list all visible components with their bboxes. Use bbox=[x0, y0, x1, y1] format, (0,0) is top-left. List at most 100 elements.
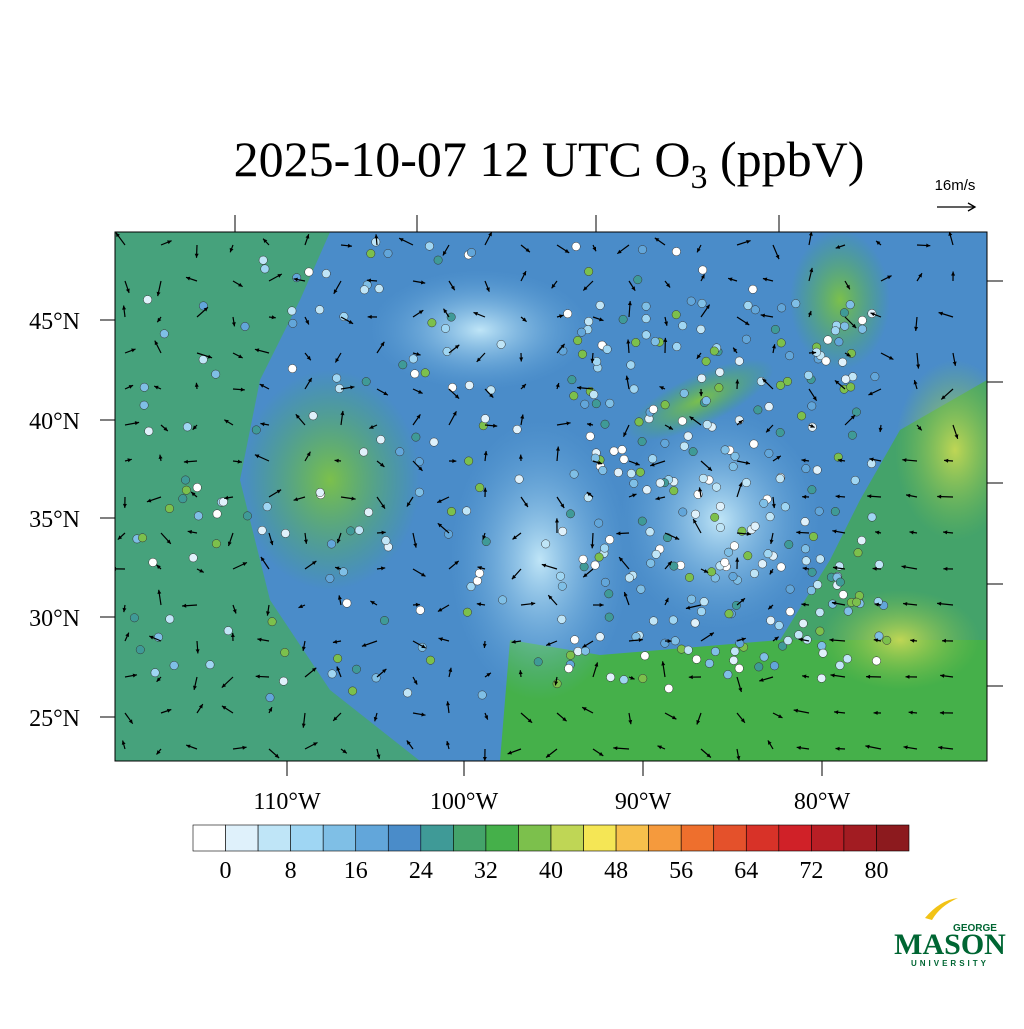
station bbox=[288, 364, 296, 372]
station bbox=[802, 557, 810, 565]
station bbox=[711, 513, 719, 521]
station bbox=[570, 392, 578, 400]
station bbox=[697, 607, 705, 615]
station bbox=[515, 475, 523, 483]
station bbox=[252, 426, 260, 434]
station bbox=[692, 655, 700, 663]
station bbox=[652, 550, 660, 558]
colorbar-tick-label: 48 bbox=[604, 858, 628, 884]
station bbox=[574, 647, 582, 655]
station bbox=[241, 322, 249, 330]
station bbox=[145, 427, 153, 435]
station bbox=[700, 598, 708, 606]
station bbox=[620, 676, 628, 684]
station bbox=[754, 406, 762, 414]
station bbox=[465, 457, 473, 465]
station bbox=[566, 510, 574, 518]
station bbox=[610, 447, 618, 455]
station bbox=[824, 336, 832, 344]
station bbox=[412, 433, 420, 441]
colorbar-swatch bbox=[844, 825, 877, 851]
station bbox=[399, 361, 407, 369]
station bbox=[707, 568, 715, 576]
station bbox=[777, 339, 785, 347]
station bbox=[703, 420, 711, 428]
station bbox=[808, 402, 816, 410]
station bbox=[678, 417, 686, 425]
station bbox=[416, 606, 424, 614]
station bbox=[478, 691, 486, 699]
station bbox=[590, 390, 598, 398]
station bbox=[619, 315, 627, 323]
colorbar-tick-label: 32 bbox=[474, 858, 498, 884]
lat-label: 35°N bbox=[29, 507, 80, 533]
logo-main: MASON bbox=[894, 928, 1006, 961]
station bbox=[574, 336, 582, 344]
station bbox=[765, 403, 773, 411]
station bbox=[606, 673, 614, 681]
northeast-high bbox=[790, 230, 890, 370]
station bbox=[841, 322, 849, 330]
station bbox=[403, 689, 411, 697]
station bbox=[697, 325, 705, 333]
station bbox=[795, 631, 803, 639]
station bbox=[649, 405, 657, 413]
station bbox=[758, 560, 766, 568]
station bbox=[642, 302, 650, 310]
station bbox=[669, 616, 677, 624]
north-plains-low bbox=[370, 270, 590, 390]
station bbox=[513, 425, 521, 433]
station bbox=[447, 313, 455, 321]
station bbox=[316, 488, 324, 496]
colorbar-swatch bbox=[746, 825, 779, 851]
station bbox=[179, 495, 187, 503]
station bbox=[568, 376, 576, 384]
station bbox=[620, 455, 628, 463]
station bbox=[367, 249, 375, 257]
station bbox=[585, 317, 593, 325]
station bbox=[721, 558, 729, 566]
station bbox=[699, 266, 707, 274]
station bbox=[764, 550, 772, 558]
station bbox=[816, 608, 824, 616]
station bbox=[755, 663, 763, 671]
station bbox=[599, 466, 607, 474]
colorbar-swatch bbox=[714, 825, 747, 851]
station bbox=[151, 669, 159, 677]
station bbox=[725, 610, 733, 618]
station bbox=[731, 647, 739, 655]
station bbox=[596, 301, 604, 309]
station bbox=[838, 358, 846, 366]
wind-scale-label: 16m/s bbox=[935, 177, 976, 194]
station bbox=[130, 614, 138, 622]
station bbox=[316, 306, 324, 314]
station bbox=[656, 479, 664, 487]
station bbox=[481, 415, 489, 423]
station bbox=[475, 569, 483, 577]
station bbox=[473, 577, 481, 585]
station bbox=[836, 661, 844, 669]
station bbox=[802, 464, 810, 472]
station bbox=[377, 435, 385, 443]
station bbox=[672, 247, 680, 255]
station bbox=[817, 674, 825, 682]
station bbox=[839, 591, 847, 599]
station bbox=[776, 474, 784, 482]
station bbox=[647, 559, 655, 567]
station bbox=[691, 619, 699, 627]
station bbox=[858, 316, 866, 324]
lat-label: 25°N bbox=[29, 706, 80, 732]
station bbox=[181, 476, 189, 484]
station bbox=[836, 578, 844, 586]
lat-label: 45°N bbox=[29, 309, 80, 335]
station bbox=[871, 372, 879, 380]
station bbox=[553, 680, 561, 688]
station bbox=[326, 574, 334, 582]
station bbox=[785, 352, 793, 360]
station bbox=[360, 286, 368, 294]
station bbox=[591, 561, 599, 569]
station bbox=[165, 504, 173, 512]
station bbox=[638, 245, 646, 253]
station bbox=[809, 532, 817, 540]
